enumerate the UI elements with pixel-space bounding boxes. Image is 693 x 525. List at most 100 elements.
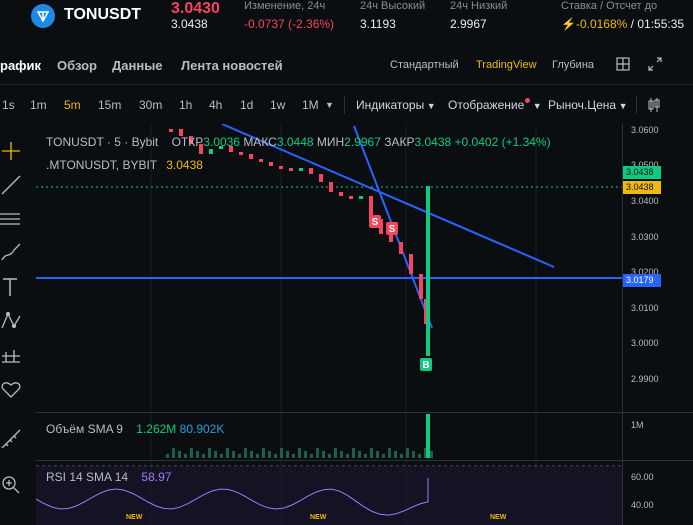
brush-icon[interactable] xyxy=(0,242,22,266)
candle xyxy=(419,274,423,299)
candle xyxy=(369,196,373,219)
axis-label: 3.0600 xyxy=(631,125,659,135)
volume-bar xyxy=(262,448,265,458)
open-value: 3.0036 xyxy=(203,135,240,149)
lightning-icon: ⚡ xyxy=(561,17,576,31)
content-tabs: рафик Обзор Данные Лента новостей Станда… xyxy=(0,52,693,80)
tf-15m[interactable]: 15m xyxy=(98,98,122,112)
view-depth[interactable]: Глубина xyxy=(552,59,595,71)
change-24h-value: -0.0737 (-2.36%) xyxy=(244,17,335,31)
candlestick-canvas[interactable]: S S B xyxy=(36,124,622,525)
volume-bar xyxy=(316,448,319,458)
indicators-dropdown[interactable]: Индикаторы ▼ xyxy=(356,98,436,112)
volume-bar xyxy=(346,454,349,458)
price-type-label: Рыноч.Цена xyxy=(548,98,617,112)
volume-bar xyxy=(172,448,175,458)
display-label: Отображение xyxy=(448,98,525,112)
text-tool-icon[interactable] xyxy=(0,276,22,300)
tab-news[interactable]: Лента новостей xyxy=(181,58,283,73)
pair-symbol[interactable]: TONUSDT xyxy=(64,6,142,23)
tab-overview[interactable]: Обзор xyxy=(57,58,97,73)
view-tradingview[interactable]: TradingView xyxy=(476,59,537,71)
funding-label: Ставка / Отсчет до xyxy=(561,0,658,12)
candle xyxy=(239,152,243,155)
candle xyxy=(379,219,383,234)
last-price: 3.0430 xyxy=(171,0,220,17)
axis-label: 3.0100 xyxy=(631,303,659,313)
axis-label: 3.0300 xyxy=(631,232,659,242)
favorites-heart-icon[interactable] xyxy=(0,378,22,402)
display-dropdown[interactable]: Отображение ▼ xyxy=(448,98,542,112)
mark-symbol[interactable]: .MTONUSDT, BYBIT xyxy=(46,158,157,172)
tf-1h[interactable]: 1h xyxy=(179,98,193,112)
tf-1m[interactable]: 1m xyxy=(30,98,47,112)
notification-dot-icon xyxy=(525,98,531,103)
indicators-label: Индикаторы xyxy=(356,98,425,112)
tf-1s[interactable]: 1s xyxy=(2,98,15,112)
volume-bar xyxy=(292,454,295,458)
grid-layout-icon[interactable] xyxy=(616,57,630,74)
volume-label[interactable]: Объём SMA 9 xyxy=(46,422,123,436)
mark-legend: .MTONUSDT, BYBIT 3.0438 xyxy=(46,158,203,172)
candle xyxy=(189,136,193,144)
candle xyxy=(249,154,253,159)
close-label: ЗАКР xyxy=(384,135,415,149)
volume-bar xyxy=(394,451,397,458)
volume-bar xyxy=(382,454,385,458)
volume-bar xyxy=(220,454,223,458)
tab-chart[interactable]: рафик xyxy=(0,58,42,73)
chart-settings-icon[interactable] xyxy=(648,97,660,116)
fullscreen-icon[interactable] xyxy=(648,57,662,74)
view-standard[interactable]: Стандартный xyxy=(390,59,459,71)
symbol-label[interactable]: TONUSDT · 5 · Bybit xyxy=(46,135,159,149)
rsi-label[interactable]: RSI 14 SMA 14 xyxy=(46,470,129,484)
price-type-dropdown[interactable]: Рыноч.Цена ▼ xyxy=(548,98,628,112)
volume-bar xyxy=(214,451,217,458)
volume-bar xyxy=(328,454,331,458)
volume-bar xyxy=(352,448,355,458)
tf-1w[interactable]: 1w xyxy=(270,98,286,112)
tf-more-caret-icon[interactable]: ▼ xyxy=(325,100,334,110)
measure-tool-icon[interactable] xyxy=(0,344,22,368)
horizontal-lines-icon[interactable] xyxy=(0,208,22,232)
axis-label: 3.0200 xyxy=(631,267,659,277)
volume-bar xyxy=(340,451,343,458)
candle xyxy=(179,129,183,136)
ton-logo-icon xyxy=(31,4,55,28)
volume-bar xyxy=(196,451,199,458)
last-price-tag: 3.0438 xyxy=(623,166,661,179)
candle xyxy=(289,168,293,171)
zoom-in-icon[interactable] xyxy=(0,474,22,498)
drawing-tools xyxy=(0,130,30,525)
candle xyxy=(349,196,353,199)
volume-bar xyxy=(274,454,277,458)
tf-1M[interactable]: 1M xyxy=(302,98,319,112)
volume-bar xyxy=(286,451,289,458)
toolbar-divider-2 xyxy=(636,96,637,114)
sell-signal-1-label: S xyxy=(372,217,379,228)
crosshair-icon[interactable] xyxy=(0,140,22,164)
price-chart[interactable]: S S B TONUSDT · 5 · Bybit ОТКР3.0036 МАК… xyxy=(36,124,622,525)
mark-price-tag: 3.0438 xyxy=(623,181,661,194)
tab-data[interactable]: Данные xyxy=(112,58,163,73)
volume-bar xyxy=(376,451,379,458)
indicators-caret-icon: ▼ xyxy=(424,101,436,111)
buy-signal: B xyxy=(420,358,432,371)
tf-4h[interactable]: 4h xyxy=(209,98,223,112)
candle xyxy=(426,186,430,356)
tf-5m[interactable]: 5m xyxy=(64,98,81,112)
sell-signal-1: S xyxy=(369,215,381,228)
ruler-icon[interactable] xyxy=(0,428,22,452)
volume-bar xyxy=(256,454,259,458)
funding-separator: / xyxy=(627,17,638,31)
candle xyxy=(359,196,363,199)
tf-30m[interactable]: 30m xyxy=(139,98,163,112)
close-value: 3.0438 xyxy=(414,135,452,149)
trendline-icon[interactable] xyxy=(0,174,22,198)
tf-1d[interactable]: 1d xyxy=(240,98,254,112)
volume-value-2: 80.902K xyxy=(179,422,225,436)
ticker-header: TONUSDT 3.0430 3.0438 Изменение, 24ч -0.… xyxy=(0,0,693,40)
price-axis[interactable]: 3.0600 3.0500 3.0400 3.0300 3.0200 3.010… xyxy=(622,124,693,525)
volume-bar xyxy=(184,454,187,458)
pattern-tool-icon[interactable] xyxy=(0,310,22,334)
